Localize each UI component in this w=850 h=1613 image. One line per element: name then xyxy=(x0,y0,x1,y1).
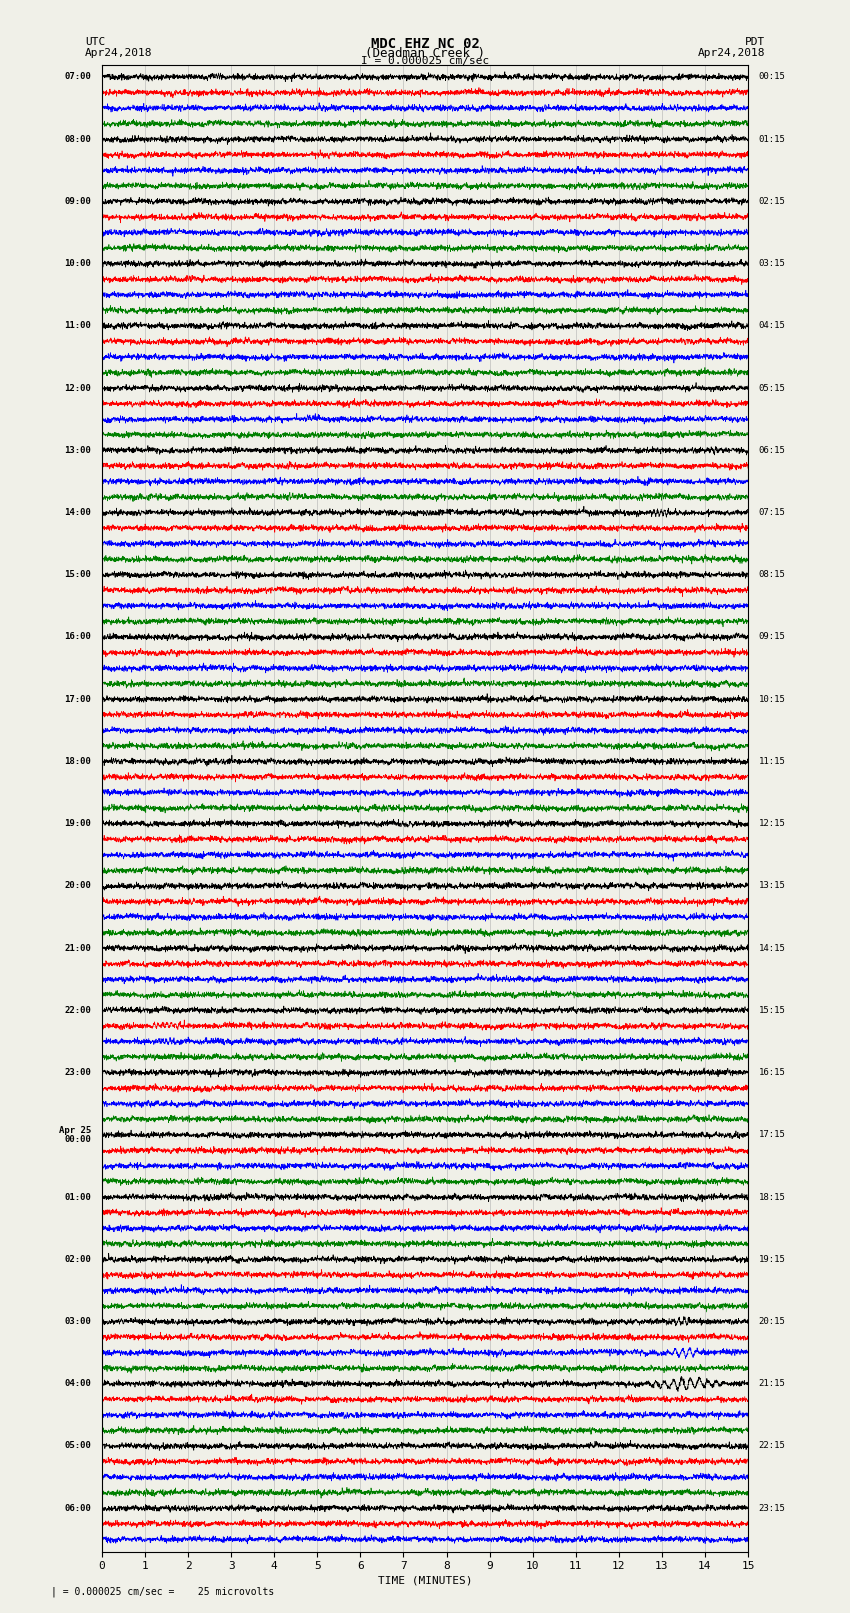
Text: 03:15: 03:15 xyxy=(759,260,785,268)
Text: 02:00: 02:00 xyxy=(65,1255,91,1263)
Text: 05:00: 05:00 xyxy=(65,1442,91,1450)
Text: UTC: UTC xyxy=(85,37,105,47)
Text: 00:00: 00:00 xyxy=(65,1136,91,1144)
Text: 02:15: 02:15 xyxy=(759,197,785,206)
Text: 23:00: 23:00 xyxy=(65,1068,91,1077)
Text: 20:15: 20:15 xyxy=(759,1316,785,1326)
Text: PDT: PDT xyxy=(745,37,765,47)
Text: 12:15: 12:15 xyxy=(759,819,785,827)
Text: 13:00: 13:00 xyxy=(65,445,91,455)
Text: 21:15: 21:15 xyxy=(759,1379,785,1389)
Text: 06:15: 06:15 xyxy=(759,445,785,455)
Text: 19:00: 19:00 xyxy=(65,819,91,827)
Text: MDC EHZ NC 02: MDC EHZ NC 02 xyxy=(371,37,479,52)
Text: 09:00: 09:00 xyxy=(65,197,91,206)
Text: 11:00: 11:00 xyxy=(65,321,91,331)
Text: 08:15: 08:15 xyxy=(759,571,785,579)
Text: 03:00: 03:00 xyxy=(65,1316,91,1326)
Text: 14:00: 14:00 xyxy=(65,508,91,518)
Text: | = 0.000025 cm/sec =    25 microvolts: | = 0.000025 cm/sec = 25 microvolts xyxy=(51,1586,275,1597)
Text: Apr24,2018: Apr24,2018 xyxy=(85,48,152,58)
Text: 23:15: 23:15 xyxy=(759,1503,785,1513)
Text: 12:00: 12:00 xyxy=(65,384,91,392)
Text: 15:00: 15:00 xyxy=(65,571,91,579)
Text: 09:15: 09:15 xyxy=(759,632,785,642)
Text: 00:15: 00:15 xyxy=(759,73,785,82)
Text: 14:15: 14:15 xyxy=(759,944,785,953)
Text: 16:15: 16:15 xyxy=(759,1068,785,1077)
Text: 01:00: 01:00 xyxy=(65,1192,91,1202)
Text: 07:00: 07:00 xyxy=(65,73,91,82)
Text: 10:15: 10:15 xyxy=(759,695,785,703)
Text: 15:15: 15:15 xyxy=(759,1007,785,1015)
Text: 10:00: 10:00 xyxy=(65,260,91,268)
X-axis label: TIME (MINUTES): TIME (MINUTES) xyxy=(377,1576,473,1586)
Text: 21:00: 21:00 xyxy=(65,944,91,953)
Text: 01:15: 01:15 xyxy=(759,135,785,144)
Text: 07:15: 07:15 xyxy=(759,508,785,518)
Text: 04:15: 04:15 xyxy=(759,321,785,331)
Text: 20:00: 20:00 xyxy=(65,881,91,890)
Text: Apr 25: Apr 25 xyxy=(59,1126,91,1134)
Text: 06:00: 06:00 xyxy=(65,1503,91,1513)
Text: I = 0.000025 cm/sec: I = 0.000025 cm/sec xyxy=(361,56,489,66)
Text: 19:15: 19:15 xyxy=(759,1255,785,1263)
Text: Apr24,2018: Apr24,2018 xyxy=(698,48,765,58)
Text: 22:15: 22:15 xyxy=(759,1442,785,1450)
Text: 08:00: 08:00 xyxy=(65,135,91,144)
Text: 18:15: 18:15 xyxy=(759,1192,785,1202)
Text: 18:00: 18:00 xyxy=(65,756,91,766)
Text: 04:00: 04:00 xyxy=(65,1379,91,1389)
Text: (Deadman Creek ): (Deadman Creek ) xyxy=(365,47,485,60)
Text: 16:00: 16:00 xyxy=(65,632,91,642)
Text: 17:00: 17:00 xyxy=(65,695,91,703)
Text: 11:15: 11:15 xyxy=(759,756,785,766)
Text: 22:00: 22:00 xyxy=(65,1007,91,1015)
Text: 05:15: 05:15 xyxy=(759,384,785,392)
Text: 13:15: 13:15 xyxy=(759,881,785,890)
Text: 17:15: 17:15 xyxy=(759,1131,785,1139)
